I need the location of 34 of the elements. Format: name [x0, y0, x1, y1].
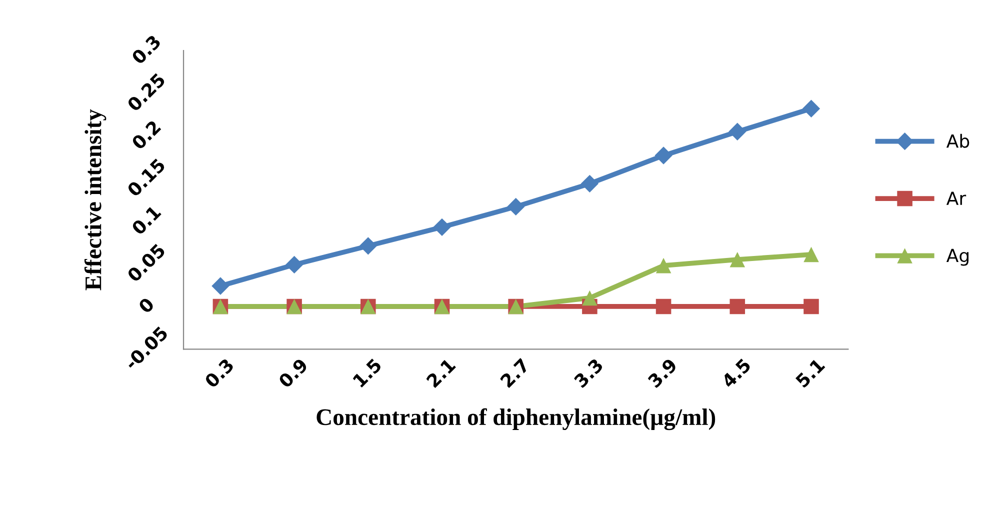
y-axis-title: Effective intensity	[84, 109, 106, 290]
point	[582, 290, 598, 306]
y-tick-label: 0	[138, 296, 155, 314]
x-tick-label: 0.3	[204, 358, 234, 389]
x-axis-title: Concentration of diphenylamine(µg/ml)	[316, 408, 716, 430]
point	[656, 298, 672, 314]
point	[285, 256, 304, 274]
y-tick-label: 0.1	[130, 204, 162, 236]
point	[804, 298, 819, 314]
point	[728, 122, 746, 140]
x-tick-label: 1.5	[352, 358, 382, 388]
legend-label: Ab	[946, 134, 970, 148]
point	[656, 258, 672, 274]
point	[730, 298, 746, 314]
point	[433, 218, 451, 236]
point	[212, 277, 230, 295]
x-tick-label: 0.9	[278, 358, 308, 389]
y-tick-label: 0.2	[130, 120, 162, 150]
point	[654, 146, 672, 164]
point	[804, 246, 819, 262]
x-tick-label: 2.1	[426, 358, 456, 388]
point	[507, 198, 525, 216]
point	[730, 252, 746, 268]
x-tick-label: 2.7	[500, 358, 530, 388]
point	[359, 237, 377, 255]
legend-label: Ag	[946, 248, 968, 266]
x-tick-label: 5.1	[795, 358, 826, 388]
point	[580, 174, 599, 193]
x-tick-label: 3.3	[573, 358, 604, 388]
x-tick-label: 3.9	[647, 358, 678, 388]
point	[802, 100, 820, 118]
y-tick-label: 0.3	[130, 34, 162, 65]
x-tick-label: 4.5	[720, 358, 752, 389]
legend-label: Ar	[946, 192, 966, 205]
